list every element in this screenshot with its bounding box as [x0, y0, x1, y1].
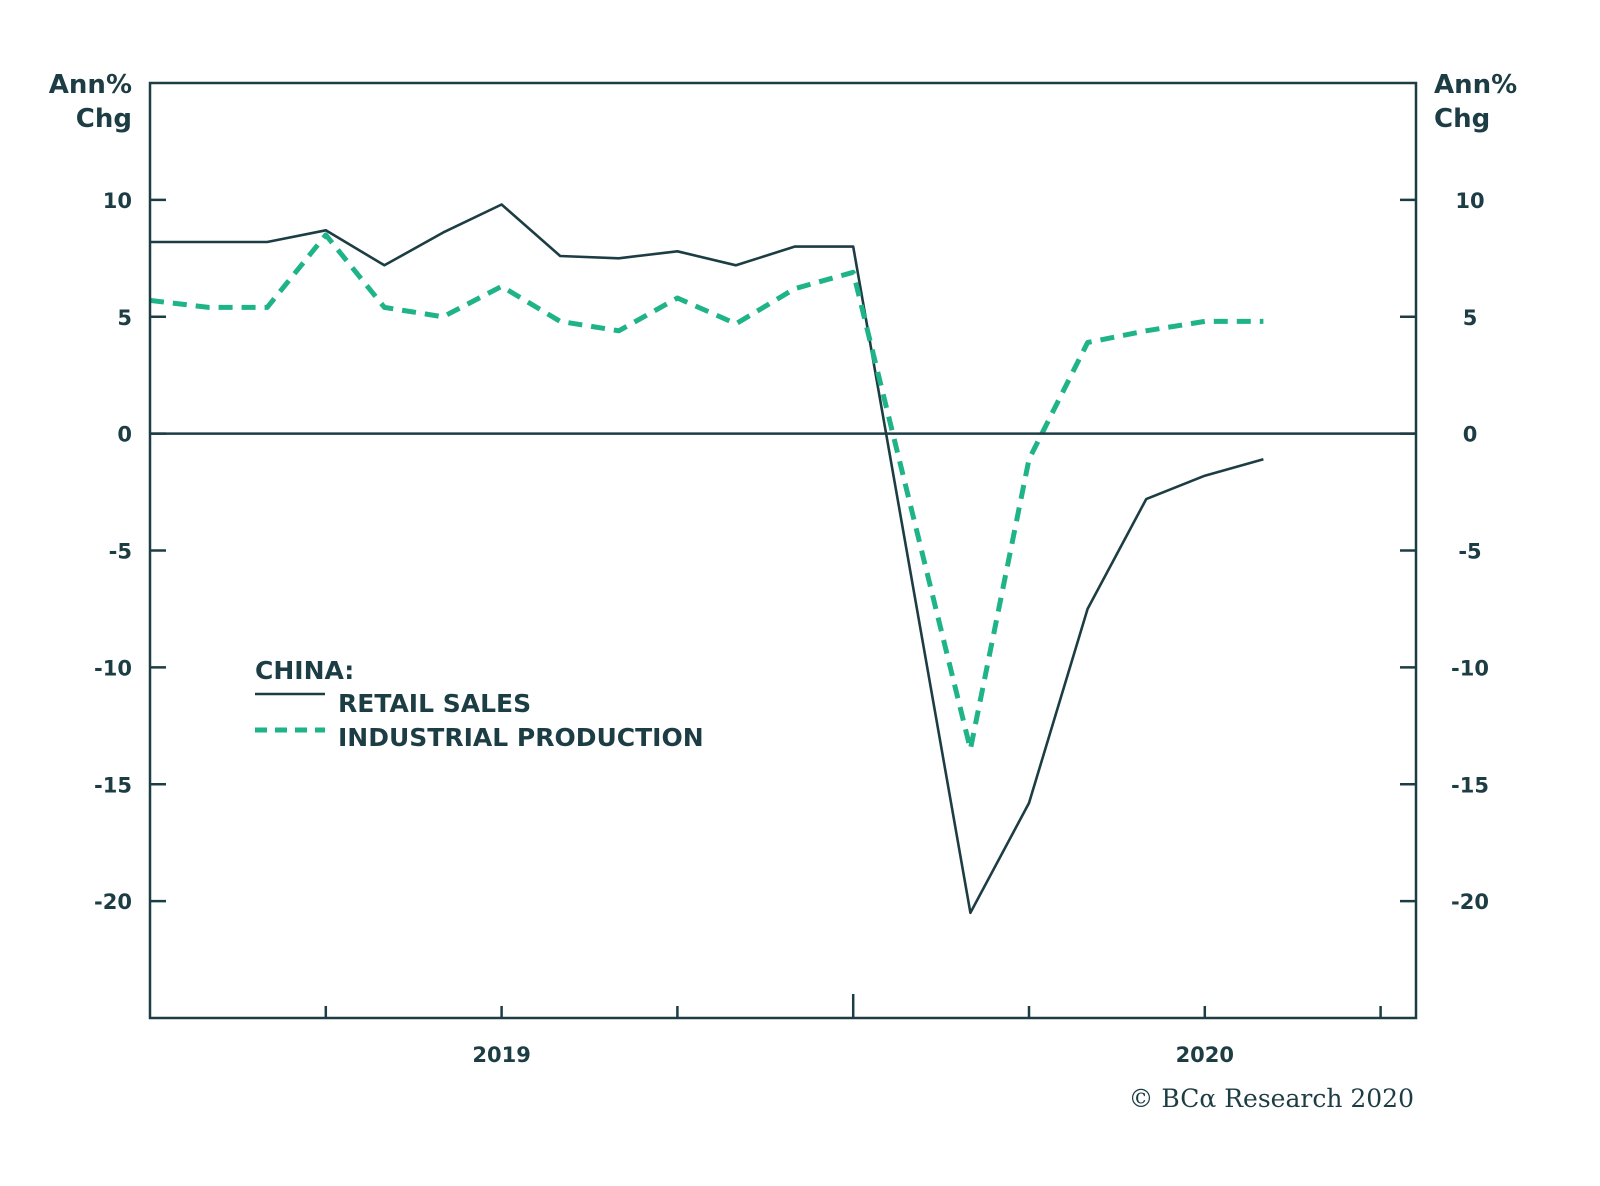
- x-year-label-2019: 2019: [472, 1043, 530, 1067]
- legend-label-industrial-production: INDUSTRIAL PRODUCTION: [338, 723, 704, 752]
- axis-layer: 10 10 5 5 0 0 -5 -5 -10 -10 -15 -15 -20 -20 2019 2020: [94, 81, 1489, 1067]
- copyright-credit: © BCα Research 2020: [1128, 1084, 1414, 1113]
- y-tick-label-right: 10: [1455, 189, 1484, 213]
- y-axis-title-right-line2: Chg: [1434, 104, 1490, 134]
- y-axis-title-right-line1: Ann%: [1434, 70, 1517, 100]
- legend-title: CHINA:: [255, 656, 354, 685]
- x-year-label-2020: 2020: [1176, 1043, 1234, 1067]
- legend-label-retail-sales: RETAIL SALES: [338, 689, 531, 718]
- y-tick-label-left: 5: [117, 306, 132, 330]
- series-line-industrial-production: [149, 232, 1264, 752]
- y-axis-title-left-line1: Ann%: [49, 70, 132, 100]
- y-tick-label-right: -15: [1451, 773, 1489, 797]
- y-tick-label-right: -20: [1451, 890, 1489, 914]
- plot-frame: [148, 81, 1418, 1020]
- y-axis-title-left-line2: Chg: [76, 104, 132, 134]
- series-line-retail-sales: [150, 203, 1264, 915]
- y-tick-label-left: -20: [94, 890, 132, 914]
- y-tick-label-left: -10: [94, 656, 132, 680]
- series-layer: [149, 203, 1264, 915]
- y-tick-label-right: 0: [1463, 423, 1478, 447]
- y-tick-label-left: 0: [117, 423, 132, 447]
- y-tick-label-left: -5: [109, 540, 132, 564]
- y-tick-label-right: -5: [1458, 540, 1481, 564]
- legend: CHINA: RETAIL SALES INDUSTRIAL PRODUCTIO…: [255, 656, 704, 752]
- y-tick-label-left: 10: [103, 189, 132, 213]
- y-tick-label-right: 5: [1463, 306, 1478, 330]
- y-tick-label-right: -10: [1451, 656, 1489, 680]
- y-tick-label-left: -15: [94, 773, 132, 797]
